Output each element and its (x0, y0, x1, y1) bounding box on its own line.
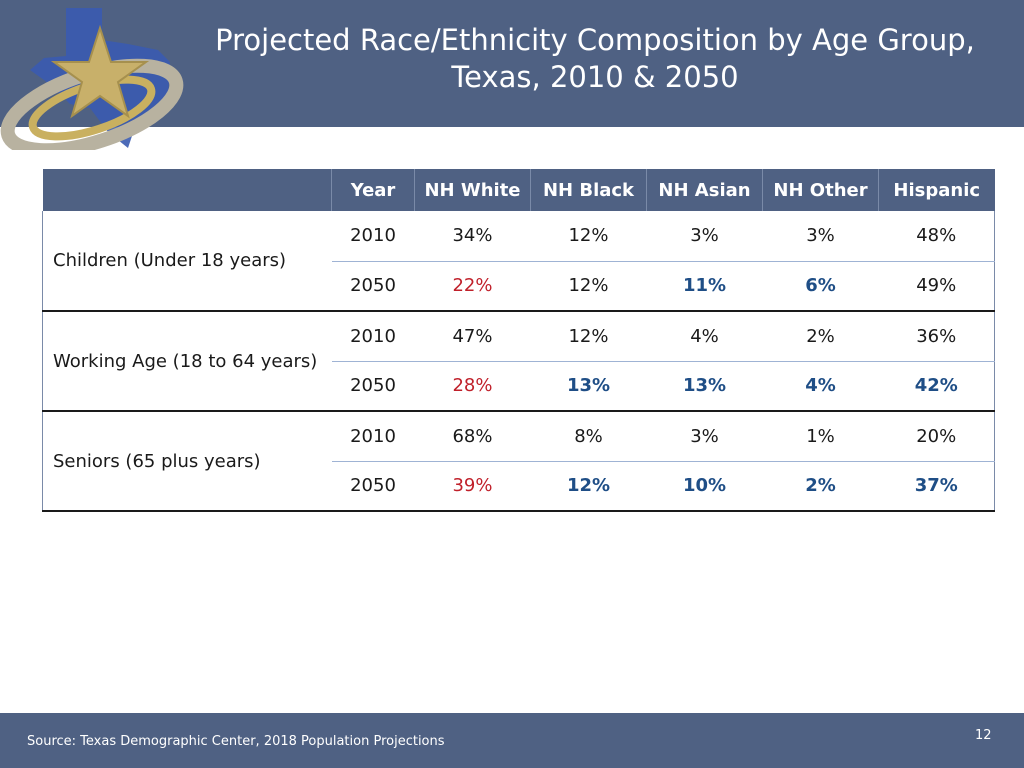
value-cell: 39% (414, 461, 531, 512)
header-nh-asian: NH Asian (646, 169, 763, 211)
header-group (42, 169, 332, 211)
table-row: 2050 22% 12% 11% 6% 49% (43, 261, 995, 312)
value-cell: 6% (762, 261, 879, 312)
source-note: Source: Texas Demographic Center, 2018 P… (27, 734, 445, 749)
year-cell: 2050 (331, 361, 415, 412)
year-cell: 2010 (331, 311, 415, 362)
table-row: 2050 28% 13% 13% 4% 42% (43, 361, 995, 412)
table-row: Seniors (65 plus years) 2010 68% 8% 3% 1… (42, 411, 995, 512)
value-cell: 20% (878, 411, 995, 462)
value-cell: 13% (646, 361, 763, 412)
year-cell: 2050 (331, 461, 415, 512)
year-cell: 2010 (331, 211, 415, 262)
header-nh-other: NH Other (762, 169, 879, 211)
value-cell: 47% (414, 311, 531, 362)
table-header-row: Year NH White NH Black NH Asian NH Other… (42, 169, 995, 211)
header-hispanic: Hispanic (878, 169, 995, 211)
value-cell: 36% (878, 311, 995, 362)
title-line-2: Texas, 2010 & 2050 (451, 60, 739, 94)
value-cell: 34% (414, 211, 531, 262)
table-row: Children (Under 18 years) 2010 34% 12% 3… (42, 211, 995, 312)
value-cell: 37% (878, 461, 995, 512)
year-cell: 2010 (331, 411, 415, 462)
header-banner: Projected Race/Ethnicity Composition by … (0, 0, 1024, 150)
value-cell: 3% (762, 211, 879, 262)
value-cell: 12% (530, 211, 647, 262)
value-cell: 13% (530, 361, 647, 412)
header-year: Year (331, 169, 415, 211)
value-cell: 12% (530, 311, 647, 362)
page-number: 12 (975, 728, 992, 743)
value-cell: 42% (878, 361, 995, 412)
group-label: Seniors (65 plus years) (42, 411, 332, 512)
header-nh-white: NH White (414, 169, 531, 211)
table-row: Working Age (18 to 64 years) 2010 47% 12… (42, 311, 995, 412)
texas-star-logo (0, 8, 184, 150)
footer-bar: Source: Texas Demographic Center, 2018 P… (0, 713, 1024, 768)
group-label: Children (Under 18 years) (42, 211, 332, 312)
value-cell: 12% (530, 461, 647, 512)
race-ethnicity-table: Year NH White NH Black NH Asian NH Other… (42, 169, 995, 512)
value-cell: 68% (414, 411, 531, 462)
value-cell: 12% (530, 261, 647, 312)
value-cell: 49% (878, 261, 995, 312)
value-cell: 3% (646, 411, 763, 462)
value-cell: 11% (646, 261, 763, 312)
value-cell: 3% (646, 211, 763, 262)
value-cell: 22% (414, 261, 531, 312)
year-cell: 2050 (331, 261, 415, 312)
value-cell: 4% (646, 311, 763, 362)
value-cell: 1% (762, 411, 879, 462)
value-cell: 8% (530, 411, 647, 462)
value-cell: 4% (762, 361, 879, 412)
value-cell: 2% (762, 461, 879, 512)
title-line-1: Projected Race/Ethnicity Composition by … (215, 23, 975, 57)
table-row: 2050 39% 12% 10% 2% 37% (43, 461, 995, 512)
header-nh-black: NH Black (530, 169, 647, 211)
group-label: Working Age (18 to 64 years) (42, 311, 332, 412)
value-cell: 48% (878, 211, 995, 262)
value-cell: 2% (762, 311, 879, 362)
value-cell: 10% (646, 461, 763, 512)
page-title: Projected Race/Ethnicity Composition by … (195, 22, 995, 96)
value-cell: 28% (414, 361, 531, 412)
